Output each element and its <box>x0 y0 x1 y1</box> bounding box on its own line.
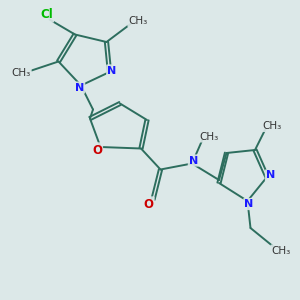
Text: O: O <box>92 143 102 157</box>
Text: N: N <box>189 155 198 166</box>
Text: CH₃: CH₃ <box>272 245 291 256</box>
Text: N: N <box>107 65 116 76</box>
Text: O: O <box>143 197 154 211</box>
Text: CH₃: CH₃ <box>128 16 148 26</box>
Text: CH₃: CH₃ <box>199 131 218 142</box>
Text: N: N <box>244 199 253 209</box>
Text: CH₃: CH₃ <box>11 68 31 79</box>
Text: N: N <box>266 170 275 181</box>
Text: Cl: Cl <box>40 8 53 22</box>
Text: CH₃: CH₃ <box>262 121 282 131</box>
Text: N: N <box>75 82 84 93</box>
